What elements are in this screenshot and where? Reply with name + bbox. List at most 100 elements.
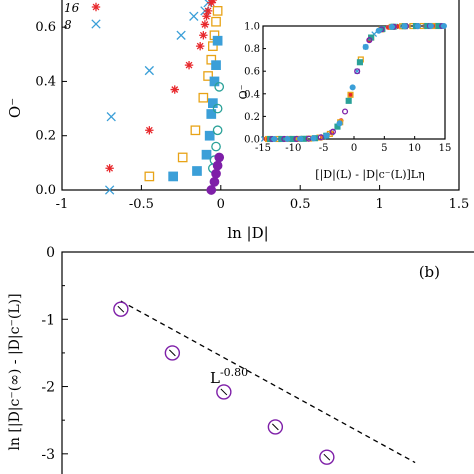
inset-collapsed-curves	[260, 22, 447, 143]
inset-data-point	[375, 27, 382, 34]
panel-a-data-point	[105, 164, 114, 173]
inset-panel: -15 -10 -5 0 5 10 15 0.0 0.2 0.4 0.6 0.8 1.0 [|D|(L)…	[237, 22, 451, 183]
panel-a-data-point	[202, 12, 211, 21]
inset-data-point	[427, 22, 434, 30]
panel-b-annotation: L-0.80	[210, 366, 248, 387]
panel-a-data-point	[190, 125, 201, 136]
panel-a-data-point	[144, 171, 155, 182]
panel-a-x-tick-label: 0	[217, 197, 225, 212]
legend-label-8: 8	[64, 18, 72, 32]
inset-y-label: O⁻	[237, 84, 250, 99]
inset-y-tick-label: 0.2	[244, 112, 260, 123]
inset-data-point	[440, 22, 447, 30]
inset-data-point	[388, 23, 395, 30]
panel-a-data-point	[144, 65, 154, 76]
inset-data-point	[414, 22, 421, 30]
panel-b-point-tick	[169, 349, 176, 357]
legend-marker-16	[91, 2, 101, 12]
panel-b-label: (b)	[419, 263, 440, 281]
panel-a-data-point	[211, 60, 221, 70]
panel-a-data-point	[214, 152, 225, 163]
inset-data-point	[317, 134, 324, 141]
inset-x-tick-label: 5	[381, 143, 387, 154]
panel-a-x-tick-label: 1.5	[449, 197, 470, 212]
panel-a-tick-labels: -1 -0.5 0 0.5 1 1.5 0.0 0.2 0.4 0.6	[35, 20, 469, 212]
panel-a-y-label: O⁻	[6, 98, 24, 118]
panel-a-data-point	[214, 82, 225, 92]
inset-data-point	[435, 22, 442, 30]
panel-a-frame	[61, 0, 460, 191]
panel-b-ticks	[62, 251, 68, 455]
panel-a-data-point	[203, 71, 213, 81]
panel-b-data-point	[113, 301, 129, 317]
inset-y-tick-label: 1.0	[244, 22, 260, 33]
panel-a-data-point	[189, 11, 199, 21]
panel-a-data-point	[209, 177, 220, 187]
inset-data-point	[338, 118, 344, 123]
panel-a-y-tick-label: 0.4	[35, 74, 56, 89]
panel-a-y-tick-label: 0.6	[35, 20, 56, 35]
panel-a-data-point	[211, 168, 221, 179]
inset-data-point	[354, 68, 361, 75]
panel-b-data-point	[164, 345, 181, 361]
panel-a-data-point	[204, 130, 215, 141]
panel-a-data-point	[106, 112, 116, 122]
inset-data-point	[342, 108, 349, 115]
panel-a-x-tick-label: 0.5	[290, 197, 311, 212]
panel-b-y-tick-label: -1	[41, 312, 55, 328]
inset-data-point	[401, 23, 408, 30]
inset-data-point	[284, 135, 291, 143]
panel-a-data-point	[211, 16, 221, 27]
panel-a-data-point	[212, 160, 223, 171]
inset-data-point	[348, 92, 353, 98]
panel-b-annotation-exponent: -0.80	[220, 366, 248, 379]
inset-data-point	[323, 132, 330, 139]
panel-b-tick-labels: 0 -1 -2 -3	[41, 245, 55, 463]
inset-data-point	[345, 97, 352, 104]
inset-data-point	[366, 37, 373, 44]
inset-data-point	[362, 43, 369, 50]
panel-a-data-point	[168, 171, 179, 182]
panel-b-data-point	[319, 449, 335, 465]
panel-a-data-point	[177, 152, 188, 163]
panel-a-data-point	[212, 125, 223, 136]
panel-a-x-tick-label: 1	[375, 197, 383, 212]
panel-a-data-point	[170, 85, 179, 94]
legend-label-16: 16	[64, 1, 80, 15]
panel-b-point-tick	[272, 423, 279, 431]
inset-data-point	[271, 135, 278, 143]
panel-a-ticks	[61, 26, 460, 191]
panel-a-points	[104, 0, 225, 195]
panel-a-data-point	[209, 76, 220, 87]
legend-marker-8	[91, 19, 101, 29]
inset-data-point	[347, 91, 354, 98]
panel-b-y-tick-label: -3	[41, 447, 55, 463]
panel-a-x-tick-label: -1	[56, 197, 69, 212]
panel-b-y-tick-label: -2	[41, 380, 55, 396]
panel-a-y-tick-label: 0.0	[35, 183, 56, 198]
inset-tick-labels: -15 -10 -5 0 5 10 15 0.0 0.2 0.4 0.6 0.8 1.0	[244, 22, 451, 155]
inset-data-point	[356, 59, 363, 66]
panel-a-data-point	[207, 0, 216, 7]
panel-a-data-point	[195, 41, 205, 51]
panel-a-x-label: ln |D|	[227, 224, 268, 242]
inset-data-point	[329, 128, 336, 135]
panel-a-data-point	[208, 98, 218, 108]
inset-background	[263, 26, 445, 139]
inset-data-point	[395, 24, 400, 29]
inset-data-point	[349, 84, 356, 91]
panel-a-data-point	[176, 30, 186, 40]
panel-a-data-point	[212, 35, 223, 46]
legend-marker-8-glyph	[91, 19, 101, 29]
panel-a-data-point	[212, 103, 223, 114]
panel-b-data-point	[216, 384, 232, 400]
panel-a-data-point	[212, 6, 223, 16]
panel-a-data-point	[104, 185, 115, 195]
panel-b-frame	[61, 251, 474, 474]
panel-b-y-label: ln [|D|c⁻(∞) - |D|c⁻(L)]	[7, 293, 23, 450]
inset-x-tick-label: -15	[255, 143, 271, 154]
inset-y-tick-label: 0.4	[244, 89, 260, 100]
inset-data-point	[385, 25, 391, 30]
panel-a-data-point	[201, 149, 212, 160]
